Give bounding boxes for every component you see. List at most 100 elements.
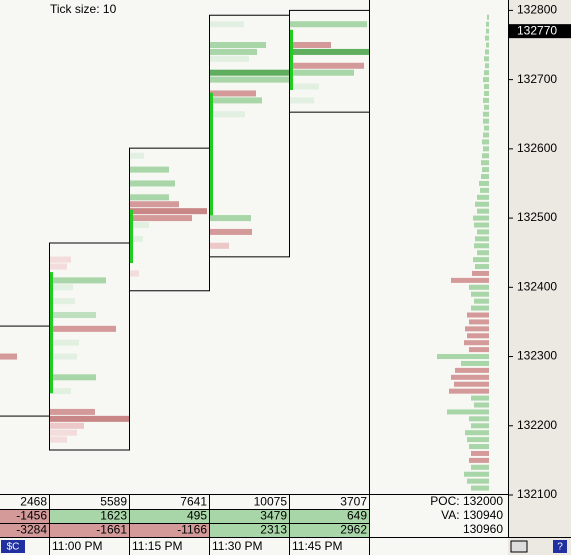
level-bar [209, 215, 251, 222]
profile-bar [474, 222, 489, 228]
profile-bar [484, 125, 489, 131]
cell-value: -1456 [16, 509, 47, 523]
profile-bar [484, 70, 489, 76]
open-close-bar [210, 92, 213, 216]
profile-bar [467, 437, 489, 443]
cell-value: 2962 [340, 523, 367, 537]
profile-bar [471, 485, 489, 491]
level-bar [49, 429, 77, 436]
profile-bar [477, 229, 489, 235]
help-icon: ? [557, 542, 563, 553]
profile-bar [479, 180, 489, 186]
price-axis-panel [508, 0, 571, 555]
profile-bar [481, 174, 489, 180]
open-close-bar [290, 29, 293, 90]
profile-bar [451, 374, 489, 380]
last-price-label: 132770 [517, 23, 557, 37]
price-label: 132400 [517, 279, 557, 293]
price-label: 132200 [517, 418, 557, 432]
cell-bg [130, 510, 209, 523]
profile-bar [486, 42, 489, 48]
va-label: VA: 130940 [441, 508, 503, 522]
level-bar [209, 48, 257, 55]
currency-icon: $C [7, 542, 20, 553]
profile-bar [475, 236, 489, 242]
link-button[interactable] [510, 540, 528, 553]
open-close-bar [130, 209, 133, 264]
cell-bg [130, 524, 209, 537]
price-label: 132700 [517, 72, 557, 86]
cell-value: 10075 [254, 495, 288, 509]
profile-bar [471, 450, 489, 456]
profile-bar [471, 291, 489, 297]
last-price-box [509, 24, 571, 39]
profile-bar [484, 56, 489, 62]
level-bar [129, 201, 179, 208]
level-bar [209, 228, 252, 235]
profile-bar [454, 381, 489, 387]
level-bar [49, 415, 129, 422]
currency-button[interactable] [1, 540, 25, 553]
level-bar [289, 69, 354, 76]
level-bar [209, 42, 266, 48]
level-bar [49, 277, 106, 284]
level-bar [129, 152, 144, 159]
level-bar [49, 256, 71, 263]
profile-bar [483, 132, 489, 138]
profile-bar [485, 35, 489, 41]
time-label: 11:45 PM [292, 539, 342, 553]
level-bar [129, 270, 139, 277]
cell-bg [0, 524, 49, 537]
level-bar [49, 353, 77, 360]
profile-bar [482, 167, 489, 173]
profile-bar [480, 187, 489, 193]
level-bar [49, 436, 67, 443]
level-bar [49, 388, 71, 395]
time-label: 11:00 PM [52, 539, 102, 553]
va-low-label: 130960 [463, 522, 503, 536]
profile-bar [485, 63, 489, 69]
price-label: 132600 [517, 141, 557, 155]
profile-bar [483, 146, 489, 152]
level-bar [129, 194, 169, 201]
profile-bar [475, 264, 489, 270]
level-bar [209, 21, 244, 28]
level-bar [49, 374, 96, 381]
profile-bar [471, 423, 489, 429]
profile-bar [467, 312, 489, 318]
cell-bg [290, 524, 369, 537]
cell-bg [290, 510, 369, 523]
cell-value: -1166 [177, 523, 207, 537]
profile-bar [485, 49, 489, 55]
profile-bar [449, 388, 489, 394]
profile-bar [469, 457, 489, 463]
profile-bar [481, 160, 489, 166]
cell-value: 649 [347, 509, 367, 523]
column-range-box [209, 14, 290, 258]
cell-value: 495 [187, 509, 207, 523]
level-bar [209, 69, 289, 76]
level-bar [289, 48, 369, 55]
profile-bar [487, 14, 489, 20]
help-button[interactable] [553, 540, 567, 553]
profile-bar [471, 395, 489, 401]
profile-bar [473, 257, 489, 263]
level-bar [209, 90, 256, 97]
profile-bar [483, 111, 489, 117]
profile-bar [469, 416, 489, 422]
level-bar [289, 97, 314, 104]
cell-value: 7641 [180, 495, 207, 509]
profile-bar [471, 305, 489, 311]
tick-size: Tick size: 10 [50, 2, 117, 16]
level-bar [289, 62, 364, 69]
cell-value: 2468 [20, 495, 47, 509]
profile-bar [477, 208, 489, 214]
level-bar [209, 97, 262, 104]
profile-bar [471, 464, 489, 470]
cell-bg [50, 524, 129, 537]
profile-bar [451, 277, 489, 283]
profile-bar [477, 250, 489, 256]
price-label: 132800 [517, 3, 557, 17]
level-bar [209, 242, 229, 249]
profile-bar [469, 444, 489, 450]
